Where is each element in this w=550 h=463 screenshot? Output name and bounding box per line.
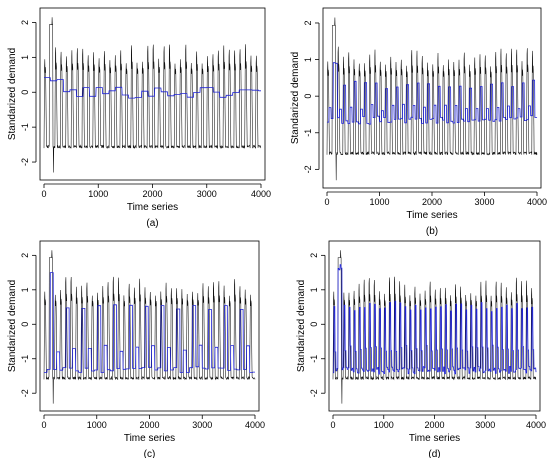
x-tick-label: 4000 bbox=[527, 197, 547, 207]
x-axis-label: Time series bbox=[124, 433, 175, 444]
x-tick-label: 4000 bbox=[245, 420, 265, 430]
x-axis-label: Time series bbox=[409, 433, 460, 444]
x-axis-label: Time series bbox=[127, 202, 178, 213]
chart-panel-a: 0 1000 2000 3000 4000 -2 -1 0 1 2 Time series Stand… bbox=[7, 7, 271, 229]
chart-panel-d: 0 1000 2000 3000 4000 -2 -1 0 1 2 Time series Stand… bbox=[296, 240, 546, 460]
x-tick-label: 2000 bbox=[139, 420, 159, 430]
x-tick-label: 4000 bbox=[251, 189, 271, 199]
y-tick-label: -2 bbox=[303, 165, 313, 173]
y-axis-label: Standarized demand bbox=[7, 280, 18, 372]
y-tick-label: -2 bbox=[20, 389, 30, 397]
chart-panel-b: 0 1000 2000 3000 4000 -2 -1 0 1 2 Time series Stand… bbox=[290, 7, 547, 237]
y-tick-label: 2 bbox=[309, 253, 319, 258]
y-tick-label: 0 bbox=[20, 90, 30, 95]
series-predicted-line bbox=[44, 77, 261, 99]
x-tick-label: 0 bbox=[330, 420, 335, 430]
x-tick-label: 0 bbox=[324, 197, 329, 207]
plot-frame bbox=[39, 240, 260, 412]
y-tick-label: -2 bbox=[309, 389, 319, 397]
chart-panel-c: 0 1000 2000 3000 4000 -2 -1 0 1 2 Time series Stand… bbox=[7, 240, 265, 460]
x-tick-label: 1000 bbox=[87, 420, 107, 430]
x-tick-label: 0 bbox=[41, 189, 46, 199]
y-tick-label: 1 bbox=[20, 55, 30, 60]
y-tick-label: 2 bbox=[20, 253, 30, 258]
series-predicted-line bbox=[44, 272, 255, 373]
panel-caption: (b) bbox=[426, 226, 438, 237]
x-tick-label: 3000 bbox=[474, 197, 494, 207]
series-predicted-line bbox=[333, 264, 537, 375]
y-tick-label: 1 bbox=[309, 287, 319, 292]
panel-caption: (a) bbox=[146, 218, 158, 229]
y-tick-label: -1 bbox=[20, 355, 30, 363]
plot-frame bbox=[322, 7, 542, 189]
y-axis-label: Standarized demand bbox=[296, 280, 307, 372]
x-tick-label: 0 bbox=[41, 420, 46, 430]
series-actual-line bbox=[43, 17, 262, 173]
x-tick-label: 3000 bbox=[197, 189, 217, 199]
y-tick-label: 0 bbox=[20, 322, 30, 327]
series-predicted-line bbox=[327, 62, 538, 125]
y-axis-label: Standarized demand bbox=[290, 52, 301, 144]
panel-caption: (d) bbox=[428, 449, 440, 458]
series-actual-line bbox=[43, 250, 256, 404]
y-axis-label: Standarized demand bbox=[7, 48, 18, 140]
series-actual-line bbox=[332, 250, 537, 404]
y-tick-label: 0 bbox=[303, 94, 313, 99]
x-tick-label: 2000 bbox=[142, 189, 162, 199]
x-axis-label: Time series bbox=[406, 210, 457, 221]
x-tick-label: 4000 bbox=[526, 420, 546, 430]
y-tick-label: 2 bbox=[20, 20, 30, 25]
y-tick-label: -1 bbox=[303, 129, 313, 137]
plot-frame bbox=[328, 240, 541, 412]
x-tick-label: 2000 bbox=[422, 197, 442, 207]
x-tick-label: 2000 bbox=[424, 420, 444, 430]
panel-caption: (c) bbox=[144, 449, 156, 458]
x-tick-label: 1000 bbox=[374, 420, 394, 430]
y-tick-label: 0 bbox=[309, 322, 319, 327]
x-tick-label: 3000 bbox=[192, 420, 212, 430]
y-tick-label: -2 bbox=[20, 158, 30, 166]
y-tick-label: 2 bbox=[303, 20, 313, 25]
series-actual-line bbox=[326, 17, 538, 181]
x-tick-label: 3000 bbox=[475, 420, 495, 430]
plot-frame bbox=[39, 7, 266, 181]
y-tick-label: 1 bbox=[20, 287, 30, 292]
y-tick-label: 1 bbox=[303, 57, 313, 62]
y-tick-label: -1 bbox=[20, 123, 30, 131]
x-tick-label: 1000 bbox=[88, 189, 108, 199]
y-tick-label: -1 bbox=[309, 355, 319, 363]
x-tick-label: 1000 bbox=[369, 197, 389, 207]
